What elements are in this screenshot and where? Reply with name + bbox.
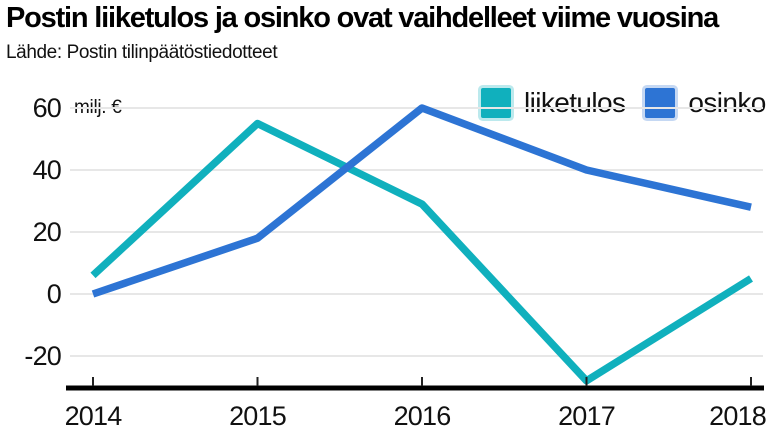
y-tick-label: 0 xyxy=(46,279,62,309)
chart-source: Lähde: Postin tilinpäätöstiedotteet xyxy=(6,42,278,63)
x-tick-label: 2016 xyxy=(393,401,452,431)
chart-title: Postin liiketulos ja osinko ovat vaihdel… xyxy=(6,2,719,34)
y-tick-label: 40 xyxy=(32,155,62,185)
y-tick-label: 20 xyxy=(32,217,62,247)
series-line-liiketulos xyxy=(90,119,753,385)
y-tick-label: -20 xyxy=(24,341,61,371)
series-line-osinko xyxy=(91,104,752,298)
x-tick-label: 2014 xyxy=(64,401,123,431)
legend-label-liiketulos: liiketulos xyxy=(524,87,626,118)
legend-label-osinko: osinko xyxy=(688,87,766,118)
y-tick-label: 60 xyxy=(32,93,62,123)
x-tick-label: 2017 xyxy=(558,401,616,431)
legend: liiketulos osinko xyxy=(481,88,766,118)
x-tick-label: 2015 xyxy=(229,401,287,431)
legend-swatch-liiketulos xyxy=(481,88,511,118)
legend-swatch-osinko xyxy=(645,88,676,118)
x-tick-label: 2018 xyxy=(709,401,767,431)
